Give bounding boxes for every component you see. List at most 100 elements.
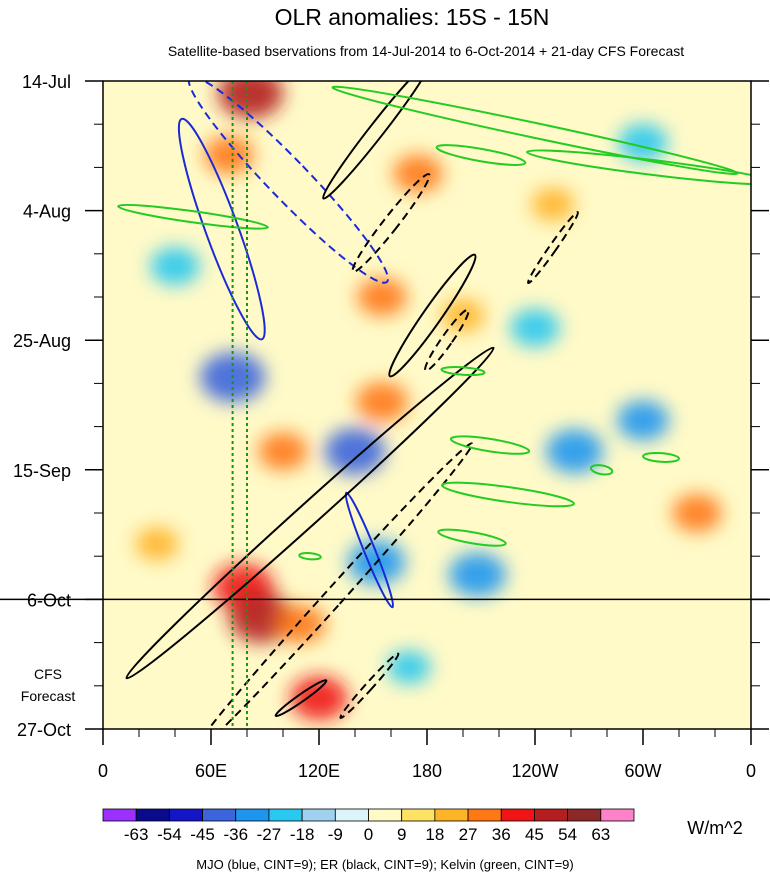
anomaly-blob-11 — [448, 552, 506, 597]
colorbar-swatch-0 — [102, 808, 137, 822]
mjo-contour-1 — [187, 81, 390, 284]
forecast-label-forecast: Forecast — [21, 688, 76, 704]
anomaly-blob-12 — [510, 308, 560, 347]
colorbar-swatch-12 — [500, 808, 535, 822]
kelvin-contour-8 — [642, 451, 680, 463]
er-contour-1 — [322, 81, 432, 200]
er-contour-8 — [339, 652, 400, 719]
anomaly-blob-1 — [204, 136, 254, 175]
kelvin-contour-4 — [440, 366, 486, 377]
colorbar-level-label: -45 — [190, 825, 215, 844]
y-tick-label: 27-Oct — [17, 720, 71, 740]
colorbar-level-label: 27 — [459, 825, 478, 844]
er-contour-5 — [527, 211, 579, 285]
colorbar-level-label: -63 — [124, 825, 149, 844]
anomaly-blob-21 — [672, 494, 722, 532]
colorbar-level-label: 18 — [425, 825, 444, 844]
x-tick-label: 60W — [624, 761, 661, 781]
chart-title: OLR anomalies: 15S - 15N — [275, 4, 550, 30]
colorbar-swatch-9 — [401, 808, 436, 822]
colorbar-level-label: 9 — [397, 825, 406, 844]
colorbar-level-label: 54 — [558, 825, 577, 844]
er-contour-7 — [274, 679, 328, 718]
kelvin-contour-6 — [441, 481, 575, 508]
colorbar-level-label: -36 — [223, 825, 248, 844]
y-tick-label: 6-Oct — [27, 590, 71, 610]
anomaly-blob-16 — [135, 527, 179, 561]
colorbar-swatch-3 — [202, 808, 237, 822]
x-tick-label: 60E — [195, 761, 227, 781]
anomaly-blob-20 — [387, 650, 431, 684]
plot-area — [103, 81, 751, 729]
colorbar-level-label: 45 — [525, 825, 544, 844]
kelvin-contour-7 — [437, 528, 507, 547]
kelvin-contour-1 — [525, 149, 751, 186]
anomaly-blob-8 — [357, 278, 407, 316]
mjo-contour-0 — [177, 117, 266, 341]
er-contour-4 — [424, 308, 470, 372]
y-tick-label: 15-Sep — [13, 461, 71, 481]
er-contour-3 — [388, 253, 477, 378]
colorbar-swatch-15 — [600, 808, 635, 822]
colorbar-swatch-8 — [368, 808, 403, 822]
x-tick-label: 0 — [98, 761, 108, 781]
y-tick-label: 25-Aug — [13, 331, 71, 351]
colorbar: -63 -54 -45 -36 -27 -18 -9 0 9 18 27 36 45 54 63 — [102, 808, 635, 844]
colorbar-swatch-11 — [467, 808, 502, 822]
kelvin-contour-5 — [449, 435, 531, 455]
anomaly-blob-15 — [150, 247, 200, 286]
kelvin-contour-9 — [589, 464, 614, 476]
colorbar-level-label: 0 — [364, 825, 373, 844]
colorbar-level-label: -18 — [290, 825, 315, 844]
er-contour-2 — [351, 173, 431, 273]
er-contour-0 — [125, 346, 495, 680]
y-tick-label: 4-Aug — [23, 202, 71, 222]
kelvin-contour-3 — [117, 203, 269, 230]
colorbar-swatch-14 — [567, 808, 602, 822]
anomaly-blob-22 — [531, 187, 575, 222]
anomaly-blob-13 — [546, 429, 604, 474]
colorbar-swatch-6 — [301, 808, 336, 822]
colorbar-level-label: -54 — [157, 825, 182, 844]
colorbar-swatch-13 — [534, 808, 569, 822]
y-axis: 14-Jul 4-Aug 25-Aug 15-Sep 6-Oct 27-Oct — [13, 72, 769, 740]
colorbar-swatch-10 — [434, 808, 469, 822]
er-contour-6 — [190, 442, 474, 729]
anomaly-blob-6 — [290, 676, 348, 721]
anomaly-blob-9 — [324, 427, 386, 475]
kelvin-contour-2 — [435, 144, 527, 166]
kelvin-contour-10 — [298, 551, 322, 561]
x-tick-label: 0 — [746, 761, 756, 781]
x-tick-label: 120E — [298, 761, 340, 781]
anomaly-blob-7 — [356, 381, 408, 422]
colorbar-level-label: -27 — [257, 825, 282, 844]
colorbar-level-label: 36 — [492, 825, 511, 844]
chart-subtitle: Satellite-based bservations from 14-Jul-… — [168, 43, 684, 59]
anomaly-blob-23 — [258, 432, 308, 471]
colorbar-swatch-4 — [235, 808, 270, 822]
mjo-contour-2 — [344, 491, 395, 609]
x-axis: 0 60E 120E 180 120W 60W 0 — [98, 729, 756, 781]
anomaly-blob-14 — [617, 400, 669, 441]
wave-contours — [117, 81, 751, 729]
forecast-label-cfs: CFS — [34, 666, 62, 682]
colorbar-swatch-2 — [168, 808, 203, 822]
colorbar-level-label: 63 — [591, 825, 610, 844]
colorbar-level-label: -9 — [328, 825, 343, 844]
colorbar-swatch-1 — [135, 808, 170, 822]
x-tick-label: 180 — [412, 761, 442, 781]
anomaly-blob-0 — [218, 81, 284, 119]
anomaly-blob-19 — [618, 123, 668, 162]
anomaly-blob-18 — [441, 298, 485, 333]
y-tick-label: 14-Jul — [22, 72, 71, 92]
contour-legend-note: MJO (blue, CINT=9); ER (black, CINT=9); … — [196, 857, 573, 872]
x-tick-label: 120W — [511, 761, 558, 781]
colorbar-swatch-7 — [334, 808, 369, 822]
plot-overlays — [0, 81, 770, 729]
anomaly-blob-4 — [228, 592, 294, 643]
colorbar-swatch-5 — [268, 808, 303, 822]
colorbar-unit: W/m^2 — [687, 818, 742, 838]
anomaly-blob-17 — [393, 154, 443, 193]
anomaly-blob-5 — [276, 605, 326, 644]
